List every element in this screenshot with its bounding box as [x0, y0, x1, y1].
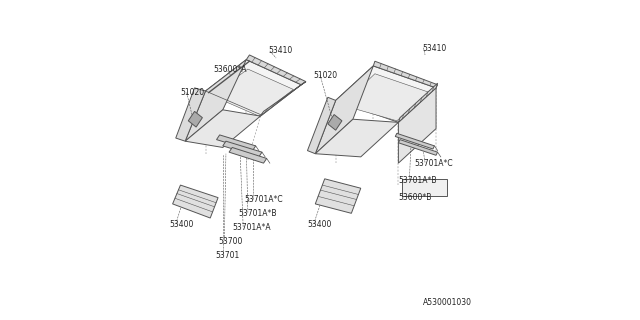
Polygon shape: [316, 119, 398, 157]
Text: 53701A*C: 53701A*C: [244, 195, 284, 204]
Text: 53701A*B: 53701A*B: [239, 209, 277, 218]
Polygon shape: [401, 179, 447, 196]
Polygon shape: [316, 179, 361, 213]
Polygon shape: [185, 60, 246, 141]
Polygon shape: [396, 133, 435, 149]
Polygon shape: [176, 88, 205, 141]
Polygon shape: [342, 74, 430, 121]
Polygon shape: [398, 140, 438, 155]
Polygon shape: [205, 60, 301, 116]
Polygon shape: [260, 82, 306, 116]
Polygon shape: [185, 110, 260, 148]
Polygon shape: [307, 97, 336, 154]
Text: 53700: 53700: [218, 237, 243, 246]
Text: 53600*B: 53600*B: [398, 193, 432, 202]
Text: 51020: 51020: [314, 71, 338, 80]
Polygon shape: [328, 115, 342, 130]
Text: 53400: 53400: [307, 220, 332, 229]
Text: 53701A*C: 53701A*C: [414, 159, 452, 168]
Polygon shape: [188, 111, 202, 127]
Polygon shape: [316, 66, 373, 154]
Text: 53410: 53410: [268, 46, 292, 55]
Text: 53400: 53400: [170, 220, 194, 229]
Polygon shape: [398, 83, 438, 122]
Polygon shape: [398, 88, 436, 163]
Text: 53701A*B: 53701A*B: [398, 176, 437, 185]
Polygon shape: [223, 141, 262, 157]
Text: 53701A*A: 53701A*A: [232, 223, 271, 232]
Polygon shape: [373, 61, 438, 88]
Polygon shape: [173, 185, 218, 218]
Text: 53701: 53701: [215, 251, 239, 260]
Polygon shape: [229, 148, 267, 163]
Text: 53600*A: 53600*A: [213, 65, 247, 74]
Polygon shape: [212, 69, 293, 116]
Text: A530001030: A530001030: [423, 298, 472, 308]
Polygon shape: [216, 135, 256, 151]
Text: 53410: 53410: [422, 44, 446, 53]
Polygon shape: [246, 55, 306, 85]
Text: 51020: 51020: [180, 88, 205, 97]
Polygon shape: [336, 66, 436, 122]
